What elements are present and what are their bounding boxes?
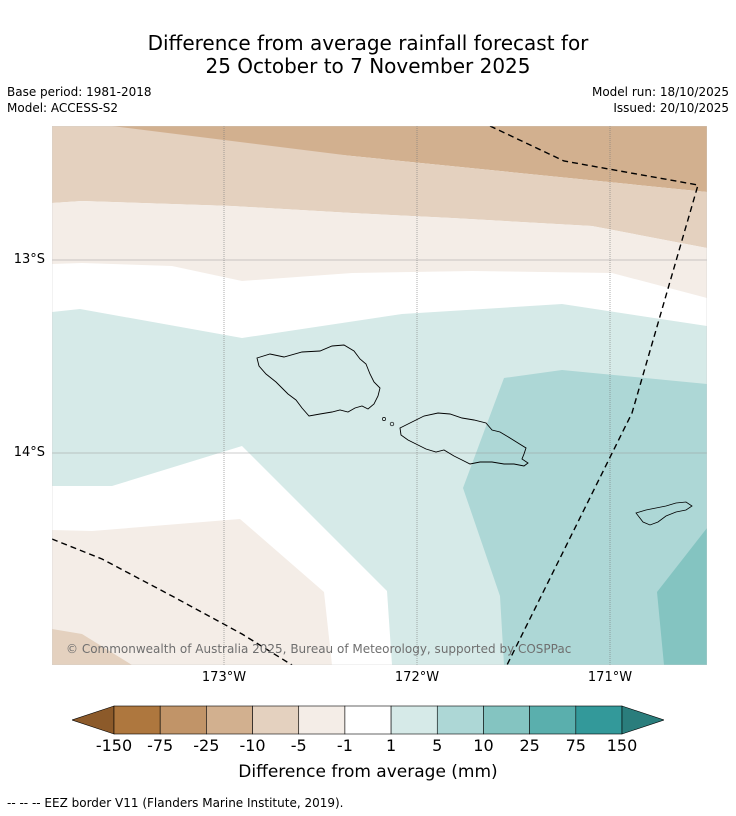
tutuila-island-outline	[635, 501, 693, 526]
rainfall-difference-map: © Commonwealth of Australia 2025, Bureau…	[52, 126, 707, 665]
colorbar-swatch	[113, 705, 161, 735]
colorbar-tick-label: -150	[95, 736, 133, 755]
lon-label-173w: 173°W	[201, 670, 247, 685]
colorbar	[72, 705, 664, 735]
lon-label-172w: 172°W	[394, 670, 440, 685]
contour-minus-5-to-minus-1-south	[52, 519, 332, 665]
savaii-island-outline	[256, 344, 381, 417]
colorbar-tick-label: -25	[193, 736, 220, 755]
colorbar-tick-label: 75	[565, 736, 586, 755]
colorbar-extend-low	[72, 705, 115, 735]
upolu-island-outline	[399, 412, 529, 467]
colorbar-swatch	[483, 705, 530, 735]
colorbar-tick-label: 150	[606, 736, 638, 755]
manono-islet	[382, 417, 386, 421]
colorbar-swatch	[529, 705, 577, 735]
colorbar-swatch	[436, 705, 484, 735]
issued-label: Issued: 20/10/2025	[613, 101, 729, 115]
eez-legend-note: -- -- -- EEZ border V11 (Flanders Marine…	[7, 796, 344, 810]
colorbar-swatch	[159, 705, 207, 735]
eez-border-line-south	[52, 538, 293, 665]
colorbar-swatch	[206, 705, 253, 735]
contour-5-to-10	[463, 370, 707, 665]
colorbar-swatch	[252, 705, 300, 735]
model-run-label: Model run: 18/10/2025	[591, 85, 729, 99]
colorbar-tick-label: 10	[473, 736, 494, 755]
colorbar-tick-label: -1	[336, 736, 353, 755]
map-title-line-2: 25 October to 7 November 2025	[205, 54, 531, 78]
lon-label-171w: 171°W	[587, 670, 633, 685]
base-period-label: Base period: 1981-2018	[7, 85, 152, 99]
apolima-islet	[389, 421, 395, 427]
contour-minus-10-to-minus-5	[52, 126, 707, 248]
model-label: Model: ACCESS-S2	[7, 101, 119, 115]
colorbar-swatch	[298, 705, 346, 735]
colorbar-extend-high	[621, 705, 664, 735]
copyright-text: © Commonwealth of Australia 2025, Bureau…	[66, 642, 571, 656]
contour-minus-5-to-minus-1-north	[52, 201, 707, 298]
lat-label-13s: 13°S	[13, 252, 45, 267]
colorbar-tick-label: -5	[290, 736, 307, 755]
colorbar-tick-label: 5	[432, 736, 443, 755]
colorbar-swatch	[575, 705, 623, 735]
colorbar-swatch	[390, 705, 438, 735]
colorbar-swatch	[344, 705, 392, 735]
lat-label-14s: 14°S	[13, 445, 45, 460]
contour-minus-10-to-minus-5-south	[52, 629, 132, 665]
contour-10-to-25	[657, 528, 707, 665]
colorbar-tick-label: 25	[519, 736, 540, 755]
colorbar-tick-label: 1	[385, 736, 397, 755]
colorbar-tick-label: -10	[239, 736, 266, 755]
colorbar-title: Difference from average (mm)	[238, 762, 498, 782]
colorbar-tick-label: -75	[147, 736, 174, 755]
contour-minus-25-to-minus-10	[52, 126, 707, 192]
eez-border-line	[489, 126, 699, 665]
map-title-line-1: Difference from average rainfall forecas…	[147, 31, 589, 55]
